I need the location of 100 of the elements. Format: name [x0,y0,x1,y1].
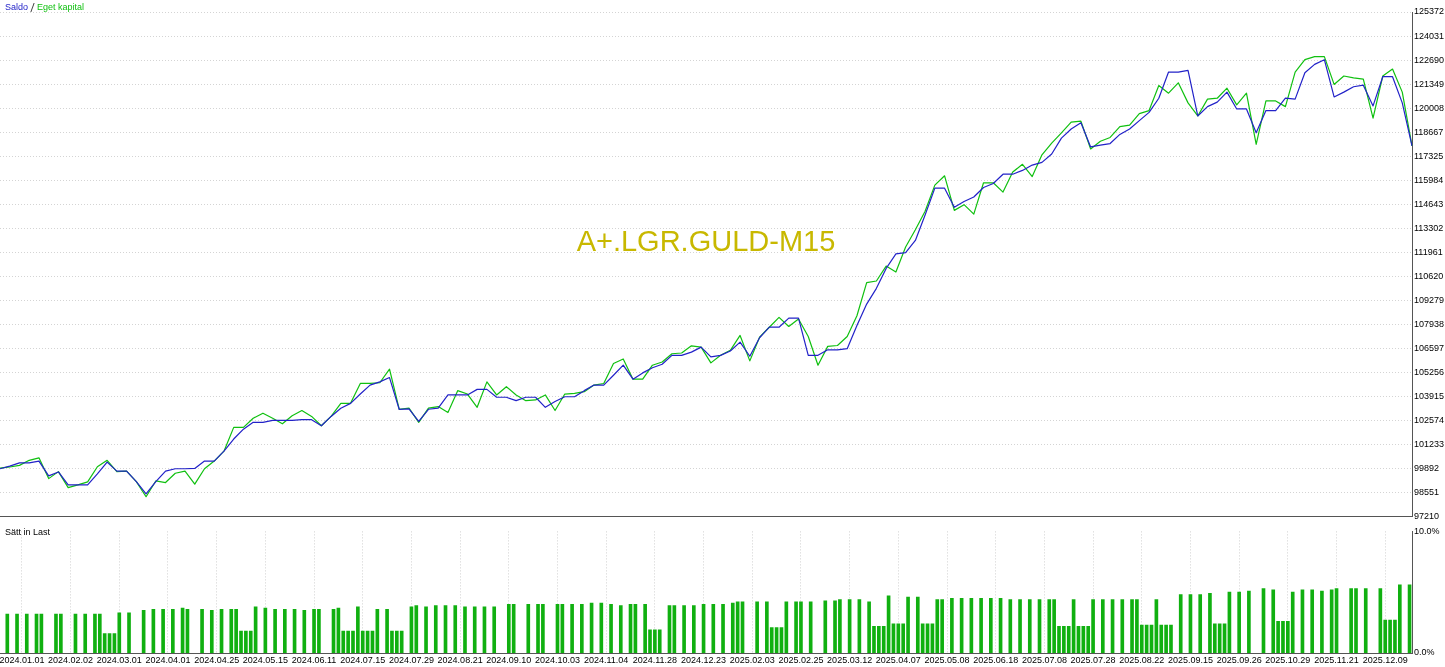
bar [161,608,165,653]
bar [599,602,604,653]
bar [463,606,467,653]
x-tick-label: 2024.01.01 [0,654,45,665]
bar [414,605,419,653]
x-tick-label: 2024.02.02 [48,654,94,665]
bar [1247,590,1251,653]
x-tick-label: 2024.05.15 [242,654,288,665]
y-tick-label: 106597 [1414,342,1445,353]
bar [526,604,531,653]
bar [657,629,662,653]
y-tick-label: 105256 [1414,366,1445,377]
y-tick-label: 99892 [1414,463,1440,474]
bar [15,613,19,653]
bar [808,601,813,653]
bar [1310,589,1315,653]
text: Saldo [5,2,29,12]
x-tick-label: 2025.09.15 [1167,654,1213,665]
bar [1027,599,1032,653]
x-tick-label: 2024.10.03 [534,654,581,665]
y-tick-label: 122690 [1414,54,1445,65]
bar [200,608,204,653]
x-tick-label: 2024.07.29 [388,654,434,665]
y-tick-label: 0.0% [1414,647,1435,658]
bar [1198,594,1203,653]
bar [5,613,10,653]
x-tick-label: 2025.04.07 [875,654,921,665]
x-tick-label: 2025.07.28 [1070,654,1116,665]
bar [117,612,122,653]
y-tick-label: 120008 [1414,102,1445,113]
bar [511,604,516,653]
bar [171,608,175,653]
bar [711,604,716,653]
bar [570,604,574,653]
x-tick-label: 2025.11.21 [1314,654,1359,665]
bar [580,604,584,653]
bar [950,597,954,653]
x-tick-label: 2025.05.08 [924,654,970,665]
bar [433,605,438,653]
x-tick-label: 2024.04.25 [194,654,240,665]
bar [492,606,497,653]
text: Eget kapital [37,2,85,12]
y-tick-label: 114643 [1414,198,1444,209]
x-tick-label: 2025.03.12 [827,654,873,665]
bar [399,630,404,653]
y-tick-label: 103915 [1414,390,1445,401]
x-tick-label: 2024.11.28 [632,654,678,665]
bar [1217,623,1222,653]
y-tick-label: 10.0% [1414,525,1440,536]
bar [273,608,277,653]
y-tick-label: 117325 [1414,150,1444,161]
x-tick-label: 2024.07.15 [340,654,386,665]
y-tick-label: 98551 [1414,487,1440,498]
x-tick-label: 2024.03.01 [96,654,142,665]
bar [1320,590,1324,653]
x-tick-label: 2025.02.25 [778,654,824,665]
bar [1018,599,1022,653]
bar [979,597,983,653]
bar [609,604,613,653]
bar [1237,591,1241,653]
bar [915,596,920,653]
x-tick-label: 2025.06.18 [973,654,1019,665]
y-tick-label: 101233 [1414,439,1445,449]
x-tick-label: 2025.10.29 [1265,654,1311,665]
bar [1008,599,1013,653]
bar [424,606,428,653]
x-tick-label: 2025.08.22 [1119,654,1165,665]
bar [24,613,29,653]
bar [755,601,759,653]
y-tick-label: 115984 [1414,174,1444,185]
x-tick-label: 2024.11.04 [583,654,629,665]
y-tick-label: 107938 [1414,318,1445,329]
bar [935,599,940,653]
x-tick-label: 2024.08.21 [437,654,483,665]
bar [989,597,993,653]
y-tick-label: 102574 [1414,414,1445,425]
bar [1363,588,1368,653]
bar [721,604,725,653]
x-tick-label: 2025.12.09 [1362,654,1408,665]
y-tick-label: 97210 [1414,511,1440,522]
bar [472,606,477,653]
bar [1271,589,1276,653]
bar [692,605,696,653]
bar [127,612,131,653]
bar [302,610,307,653]
bar [1047,599,1052,653]
y-tick-label: 109279 [1414,294,1445,305]
y-tick-label: 121349 [1414,78,1445,89]
y-tick-label: 111961 [1414,246,1443,257]
bar [1178,594,1183,653]
bar [618,605,623,653]
x-tick-label: 2024.04.01 [145,654,191,665]
bar [1100,599,1105,653]
bar [1120,599,1125,653]
bar [229,608,234,653]
bar [453,605,458,653]
x-tick-label: 2025.02.03 [729,654,775,665]
bar [730,602,735,653]
text: A+.LGR.GULD-M15 [575,225,837,258]
bar [209,610,214,653]
